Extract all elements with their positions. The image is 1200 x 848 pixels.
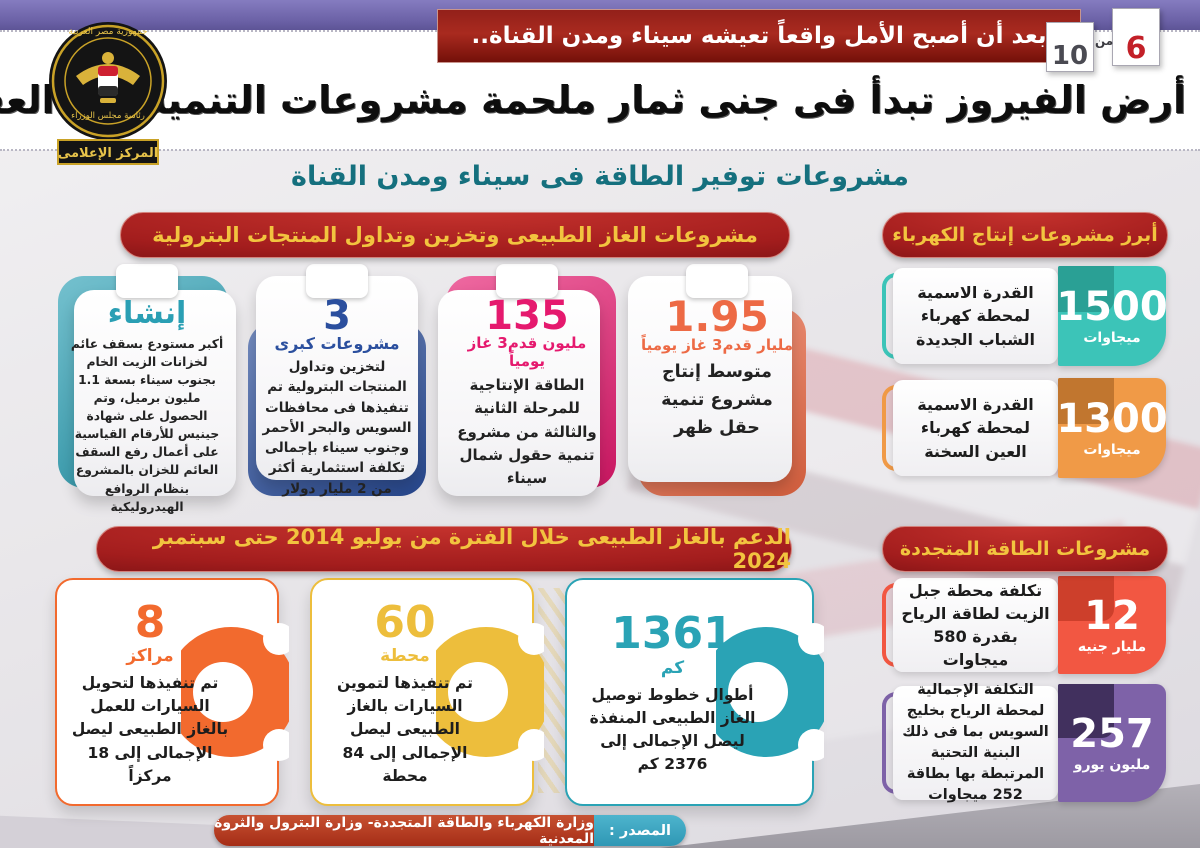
intro-banner: بعد أن أصبح الأمل واقعاً تعيشه سيناء ومد… <box>437 9 1081 63</box>
intro-banner-text: بعد أن أصبح الأمل واقعاً تعيشه سيناء ومد… <box>471 23 1047 49</box>
stat-value: 257 <box>1070 710 1154 757</box>
stat-unit: ميجاوات <box>1083 441 1141 458</box>
card-unit: مليار قدم3 غاز يومياً <box>641 336 793 354</box>
card-body: أطوال خطوط توصيل الغاز الطبيعى المنفذة ل… <box>589 685 756 774</box>
page-number-current: 6 <box>1125 31 1147 66</box>
card-face <box>256 276 418 480</box>
stat-bracket <box>882 273 902 359</box>
stat-bracket <box>882 692 902 794</box>
gas-card-construction: إنشاء أكبر مستودع بسقف عائم لخزانات الزي… <box>58 264 236 514</box>
gas-card-zohr: 1.95 مليار قدم3 غاز يومياً متوسط إنتاج م… <box>628 264 806 496</box>
card-face <box>74 290 236 496</box>
logo-top-text-svg: جمهورية مصر العربية <box>68 27 147 37</box>
card-face <box>438 290 600 496</box>
source-text-area: وزارة الكهرباء والطاقة المتجددة- وزارة ا… <box>214 815 594 846</box>
stat-gabal-elzeit: تكلفة محطة جبل الزيت لطاقة الرياح بقدرة … <box>882 576 1166 674</box>
card-body: الطاقة الإنتاجية للمرحلة الثانية والثالث… <box>457 376 597 487</box>
stat-bracket <box>882 582 902 668</box>
card-body: أكبر مستودع بسقف عائم لخزانات الزيت الخا… <box>70 337 224 514</box>
support-section-header-text: الدعم بالغاز الطبيعى خلال الفترة من يولي… <box>152 525 791 573</box>
stat-value-block: 1500 ميجاوات <box>1058 266 1166 366</box>
support-section-header: الدعم بالغاز الطبيعى خلال الفترة من يولي… <box>96 525 792 573</box>
stat-ain-sokhna-plant: القدرة الاسمية لمحطة كهرباء العين السخنة… <box>882 378 1166 478</box>
stat-label: تكلفة محطة جبل الزيت لطاقة الرياح بقدرة … <box>901 580 1050 670</box>
card-tab <box>306 264 368 298</box>
source-label-area: المصدر : <box>594 815 686 846</box>
renewable-section-header: مشروعات الطاقة المتجددة <box>882 526 1168 572</box>
card-value: 8 <box>134 596 166 648</box>
electricity-section-header: أبرز مشروعات إنتاج الكهرباء <box>882 212 1168 258</box>
stat-bracket <box>882 385 902 471</box>
card-value: 60 <box>374 596 436 648</box>
card-face <box>628 276 792 482</box>
card-tab <box>496 264 558 298</box>
source-label: المصدر : <box>609 822 671 839</box>
stat-unit: ميجاوات <box>1083 329 1141 346</box>
page-number-current-card: 6 <box>1112 8 1160 66</box>
card-unit: مليون قدم3 غاز يومياً <box>467 334 587 370</box>
government-emblem-logo: جمهورية مصر العربية رئاسة مجلس الوزراء ا… <box>42 18 174 174</box>
stat-value: 1500 <box>1058 283 1166 330</box>
support-card-stations: 60 محطة تم تنفيذها لتموين السيارات بالغا… <box>310 578 544 806</box>
logo-ribbon-text-svg: المركز الإعلامى <box>58 146 158 161</box>
card-value: 135 <box>485 293 569 339</box>
support-card-pipelines: 1361 كم أطوال خطوط توصيل الغاز الطبيعى ا… <box>565 578 824 806</box>
stat-value-block: 257 مليون يورو <box>1058 684 1166 802</box>
stat-value-block: 1300 ميجاوات <box>1058 378 1166 478</box>
page-title: أرض الفيروز تبدأ فى جنى ثمار ملحمة مشروع… <box>0 78 1186 122</box>
stat-gulf-suez-wind: التكلفة الإجمالية لمحطة الرياح بخليج الس… <box>882 682 1166 803</box>
stat-label: القدرة الاسمية لمحطة كهرباء الشباب الجدي… <box>916 283 1035 349</box>
gas-card-3-projects: 3 مشروعات كبرى لتخزين وتداول المنتجات ال… <box>248 264 426 497</box>
support-card-centers: 8 مراكز تم تنفيذها لتحويل السيارات للعمل… <box>55 578 289 806</box>
card-tab <box>686 264 748 298</box>
stat-label: القدرة الاسمية لمحطة كهرباء العين السخنة <box>917 395 1034 461</box>
stat-shabab-plant: القدرة الاسمية لمحطة كهرباء الشباب الجدي… <box>882 266 1166 366</box>
card-unit: مشروعات كبرى <box>274 334 400 353</box>
crescent-decoration <box>436 623 544 761</box>
page-number-separator: من <box>1095 34 1114 48</box>
electricity-section-header-text: أبرز مشروعات إنتاج الكهرباء <box>892 224 1158 246</box>
card-body: لتخزين وتداول المنتجات البترولية تم تنفي… <box>262 359 412 497</box>
crescent-decoration <box>716 623 824 761</box>
card-body: تم تنفيذها لتحويل السيارات للعمل بالغاز … <box>71 673 229 785</box>
card-tab <box>116 264 178 298</box>
stat-unit: مليار جنيه <box>1077 638 1147 655</box>
logo-bottom-text-svg: رئاسة مجلس الوزراء <box>71 111 145 121</box>
stat-value: 1300 <box>1058 395 1166 442</box>
card-unit: مراكز <box>126 645 174 666</box>
page-number-total-card: 10 <box>1046 22 1094 72</box>
section-subtitle: مشروعات توفير الطاقة فى سيناء ومدن القنا… <box>291 161 909 192</box>
card-body: تم تنفيذها لتموين السيارات بالغاز الطبيع… <box>337 673 473 785</box>
card-unit: محطة <box>380 645 430 666</box>
gas-section-header: مشروعات الغاز الطبيعى وتخزين وتداول المن… <box>120 212 790 258</box>
stat-value: 12 <box>1084 592 1140 639</box>
card-unit: كم <box>660 657 685 678</box>
gas-card-135: 135 مليون قدم3 غاز يومياً الطاقة الإنتاج… <box>438 264 616 496</box>
source-text: وزارة الكهرباء والطاقة المتجددة- وزارة ا… <box>214 815 594 846</box>
card-body: متوسط إنتاج مشروع تنمية حقل ظهر <box>661 362 773 438</box>
stat-value-block: 12 مليار جنيه <box>1058 576 1166 674</box>
crescent-decoration <box>181 623 289 761</box>
card-value: 1.95 <box>665 292 769 341</box>
stat-label: التكلفة الإجمالية لمحطة الرياح بخليج الس… <box>902 681 1049 804</box>
page-number-total: 10 <box>1051 41 1089 72</box>
gas-section-header-text: مشروعات الغاز الطبيعى وتخزين وتداول المن… <box>152 223 758 247</box>
source-bar: وزارة الكهرباء والطاقة المتجددة- وزارة ا… <box>214 815 686 846</box>
card-value: إنشاء <box>107 296 187 331</box>
dotted-divider-header <box>0 149 1200 151</box>
card-value: 1361 <box>611 608 734 660</box>
stat-unit: مليون يورو <box>1073 756 1151 773</box>
card-value: 3 <box>323 293 351 339</box>
renewable-section-header-text: مشروعات الطاقة المتجددة <box>899 538 1151 560</box>
